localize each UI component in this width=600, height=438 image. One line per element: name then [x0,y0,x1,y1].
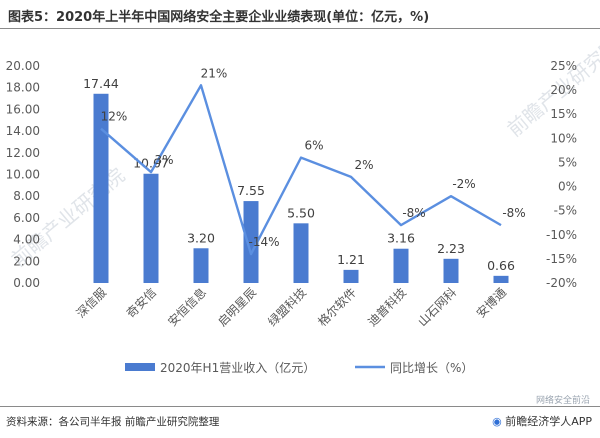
category-label: 山石网科 [415,285,459,329]
left-axis-tick-label: 8.00 [13,189,40,203]
right-axis-tick-label: 0% [558,180,577,194]
bar-value-label: 10.07 [133,156,169,171]
brand-text: 前瞻经济学人APP [505,415,592,428]
legend-line-label: 同比增长（%） [390,361,473,375]
footer-rule [0,406,600,407]
left-axis-tick-label: 0.00 [13,276,40,290]
right-axis-tick-label: 20% [550,83,577,97]
right-axis-tick-label: -15% [546,252,577,266]
brand-icon: ◉ [492,415,502,428]
bar-value-label: 3.16 [387,231,415,246]
left-axis-tick-label: 6.00 [13,211,40,225]
category-label: 安博通 [473,285,509,321]
bar [93,93,109,283]
line-value-labels: 12% 3% 21% -14% 6% 2% -8% -2% -8% [101,66,526,249]
category-label: 启明星辰 [215,285,259,329]
bar-value-label: 2.23 [437,241,465,256]
right-axis-tick-label: 15% [550,107,577,121]
bar-value-label: 3.20 [187,230,215,245]
right-axis-tick-label: -20% [546,276,577,290]
line-value-label: -2% [452,177,475,191]
chart-title: 图表5：2020年上半年中国网络安全主要企业业绩表现(单位：亿元，%) [8,10,430,25]
left-axis-tick-label: 4.00 [13,233,40,247]
bar [243,201,259,283]
legend-bar-swatch [125,363,155,371]
left-axis-ticks: 0.00 2.00 4.00 6.00 8.00 10.00 12.00 14.00 16.00… [6,59,40,290]
line-value-label: -8% [402,206,425,220]
right-axis-tick-label: -10% [546,228,577,242]
bar-value-label: 0.66 [487,258,515,273]
right-axis-tick-label: 5% [558,155,577,169]
category-label: 深信服 [74,285,109,320]
left-axis-tick-label: 10.00 [6,168,40,182]
bar-value-label: 7.55 [237,183,265,198]
left-axis-tick-label: 2.00 [13,254,40,268]
left-axis-tick-label: 14.00 [6,124,40,138]
right-axis-tick-label: -5% [554,204,577,218]
line-series [100,84,502,256]
line-value-label: -8% [502,206,525,220]
category-label: 奇安信 [123,285,159,321]
category-label: 绿盟科技 [265,285,310,330]
left-axis-tick-label: 18.00 [6,81,40,95]
source-note: 资料来源：各公司半年报 前瞻产业研究院整理 [6,416,220,428]
bar [143,173,159,283]
bar [443,258,459,283]
left-axis-tick-label: 20.00 [6,59,40,73]
bar [393,248,409,283]
title-rule [0,28,600,29]
right-axis-tick-label: 25% [550,59,577,73]
category-label: 安恒信息 [165,285,210,330]
bar [293,223,309,283]
left-axis-tick-label: 12.00 [6,146,40,160]
line-value-label: -14% [248,235,279,249]
bar-value-label: 1.21 [337,252,365,267]
chart-svg: 0.00 2.00 4.00 6.00 8.00 10.00 12.00 14.00 16.00… [6,59,577,375]
growth-line [100,84,502,256]
category-label: 格尔软件 [315,285,360,330]
line-value-label: 2% [354,158,373,172]
category-label: 迪普科技 [365,285,409,329]
line-value-label: 3% [154,153,173,167]
left-axis-tick-label: 16.00 [6,102,40,116]
bar-value-label: 17.44 [83,76,119,91]
line-value-label: 6% [304,139,323,153]
corner-watermark: 网络安全前沿 [535,396,590,406]
right-axis-ticks: -20% -15% -10% -5% 0% 5% 10% 15% 20% 25% [546,59,577,290]
bar [193,248,209,283]
line-value-label: 12% [101,110,128,124]
bar-value-labels: 17.44 10.07 3.20 7.55 5.50 1.21 3.16 2.23 0.66 [83,76,515,273]
line-value-label: 21% [201,66,228,80]
bar-value-label: 5.50 [287,205,315,220]
bar [343,269,359,283]
brand-label: ◉ 前瞻经济学人APP [492,413,592,429]
legend-bar-label: 2020年H1营业收入（亿元） [160,360,315,375]
bar [493,275,509,283]
right-axis-tick-label: 10% [550,131,577,145]
bar-series [93,93,509,283]
legend: 2020年H1营业收入（亿元） 同比增长（%） [125,360,473,375]
category-labels: 深信服 奇安信 安恒信息 启明星辰 绿盟科技 格尔软件 迪普科技 山石网科 安博通 [74,285,509,330]
